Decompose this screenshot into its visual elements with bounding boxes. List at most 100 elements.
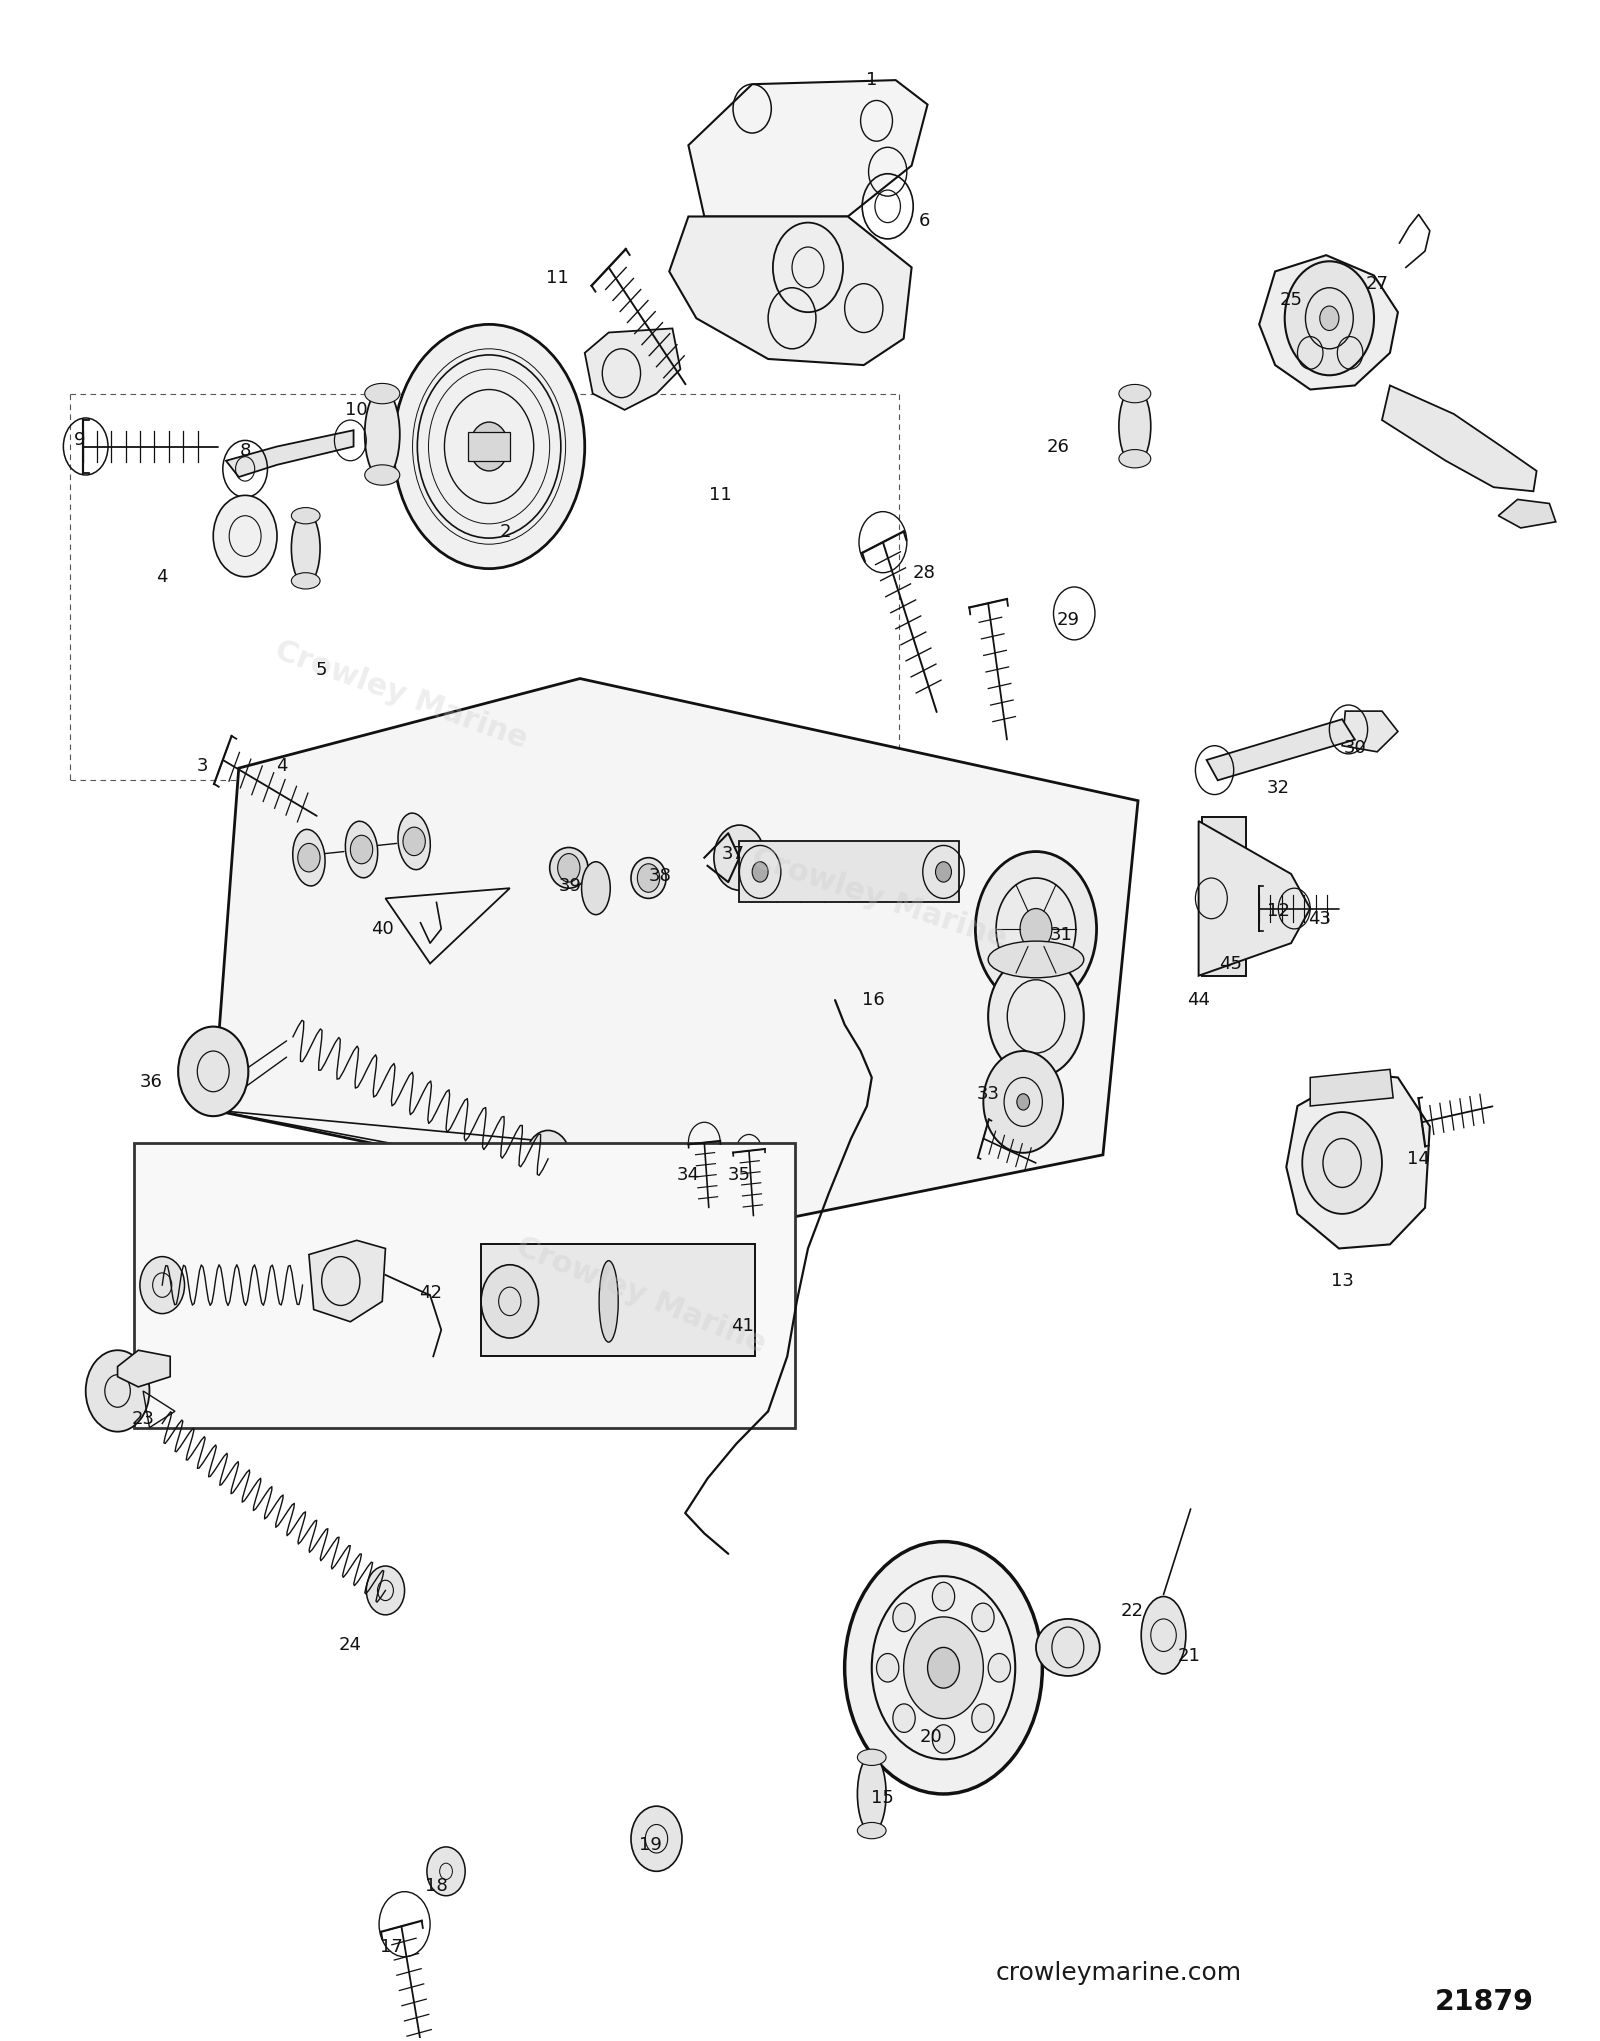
Circle shape xyxy=(933,1725,955,1753)
Ellipse shape xyxy=(989,941,1083,978)
Circle shape xyxy=(558,853,579,882)
Ellipse shape xyxy=(858,1749,886,1765)
Ellipse shape xyxy=(581,861,610,914)
Text: 35: 35 xyxy=(728,1165,750,1184)
Bar xyxy=(739,841,960,902)
Ellipse shape xyxy=(398,812,430,869)
Text: 22: 22 xyxy=(1120,1602,1142,1621)
Text: 11: 11 xyxy=(546,269,570,286)
Circle shape xyxy=(984,1051,1062,1153)
Circle shape xyxy=(845,1541,1042,1794)
Polygon shape xyxy=(1286,1074,1430,1249)
Ellipse shape xyxy=(1118,388,1150,465)
Text: 27: 27 xyxy=(1366,276,1389,292)
Text: 37: 37 xyxy=(722,845,744,863)
Polygon shape xyxy=(584,329,680,410)
Text: 40: 40 xyxy=(371,920,394,939)
Circle shape xyxy=(893,1602,915,1631)
Circle shape xyxy=(526,1131,570,1188)
Text: Crowley Marine: Crowley Marine xyxy=(270,635,531,753)
Circle shape xyxy=(178,1027,248,1116)
Text: 21: 21 xyxy=(1178,1647,1200,1665)
Bar xyxy=(1202,816,1246,976)
Text: 13: 13 xyxy=(1331,1272,1354,1290)
Text: 21879: 21879 xyxy=(1435,1988,1533,2017)
Text: 19: 19 xyxy=(638,1835,661,1853)
Text: 17: 17 xyxy=(381,1937,403,1955)
Circle shape xyxy=(637,863,659,892)
Ellipse shape xyxy=(346,820,378,878)
Text: 26: 26 xyxy=(1046,437,1070,455)
Polygon shape xyxy=(1206,718,1355,780)
Circle shape xyxy=(1018,1094,1030,1110)
Circle shape xyxy=(928,1647,960,1688)
Circle shape xyxy=(482,1265,539,1339)
Text: 34: 34 xyxy=(677,1165,699,1184)
Text: 28: 28 xyxy=(914,563,936,582)
Ellipse shape xyxy=(630,857,666,898)
Ellipse shape xyxy=(291,574,320,590)
Text: 25: 25 xyxy=(1280,292,1302,308)
Circle shape xyxy=(394,325,584,569)
Polygon shape xyxy=(1259,255,1398,390)
Text: Crowley Marine: Crowley Marine xyxy=(512,1233,770,1359)
Polygon shape xyxy=(1198,820,1310,976)
Text: 6: 6 xyxy=(918,212,930,229)
Text: 12: 12 xyxy=(1267,902,1290,920)
Text: Crowley Marine: Crowley Marine xyxy=(749,843,1011,953)
Ellipse shape xyxy=(291,512,320,586)
Circle shape xyxy=(714,825,765,890)
Text: 1: 1 xyxy=(866,71,877,90)
Polygon shape xyxy=(1498,500,1555,529)
Polygon shape xyxy=(226,431,354,478)
Ellipse shape xyxy=(291,508,320,525)
Bar xyxy=(469,433,510,461)
Text: 14: 14 xyxy=(1408,1149,1430,1167)
Circle shape xyxy=(366,1565,405,1614)
Text: 20: 20 xyxy=(920,1729,942,1745)
Circle shape xyxy=(971,1704,994,1733)
Text: 10: 10 xyxy=(346,400,368,418)
Text: 44: 44 xyxy=(1187,992,1210,1008)
Polygon shape xyxy=(1310,1069,1394,1106)
Text: 9: 9 xyxy=(74,431,85,449)
Text: 11: 11 xyxy=(709,486,731,504)
Ellipse shape xyxy=(598,1261,618,1343)
Text: 5: 5 xyxy=(315,661,328,680)
Circle shape xyxy=(933,1582,955,1610)
Ellipse shape xyxy=(365,384,400,404)
Text: 42: 42 xyxy=(419,1284,442,1302)
Text: 4: 4 xyxy=(157,567,168,586)
Text: 24: 24 xyxy=(339,1637,362,1655)
Text: 32: 32 xyxy=(1267,780,1290,798)
Circle shape xyxy=(403,827,426,855)
Circle shape xyxy=(213,496,277,578)
Bar xyxy=(482,1245,755,1357)
Text: 4: 4 xyxy=(277,757,288,776)
Ellipse shape xyxy=(1118,449,1150,467)
Circle shape xyxy=(470,422,509,471)
Text: 43: 43 xyxy=(1309,910,1331,929)
Text: 2: 2 xyxy=(499,522,510,541)
Circle shape xyxy=(86,1351,149,1431)
Text: 30: 30 xyxy=(1344,739,1366,757)
Polygon shape xyxy=(1342,710,1398,751)
Circle shape xyxy=(1021,908,1051,949)
Ellipse shape xyxy=(550,847,587,888)
Polygon shape xyxy=(688,80,928,216)
Text: 15: 15 xyxy=(872,1790,894,1806)
Circle shape xyxy=(752,861,768,882)
Circle shape xyxy=(893,1704,915,1733)
Circle shape xyxy=(936,861,952,882)
Circle shape xyxy=(1302,1112,1382,1214)
Polygon shape xyxy=(309,1241,386,1323)
Ellipse shape xyxy=(858,1823,886,1839)
Ellipse shape xyxy=(365,465,400,486)
Circle shape xyxy=(630,1806,682,1872)
Text: 29: 29 xyxy=(1056,610,1080,629)
Text: 3: 3 xyxy=(197,757,208,776)
Circle shape xyxy=(971,1602,994,1631)
Circle shape xyxy=(976,851,1096,1006)
Circle shape xyxy=(989,955,1083,1078)
Polygon shape xyxy=(1382,386,1536,492)
